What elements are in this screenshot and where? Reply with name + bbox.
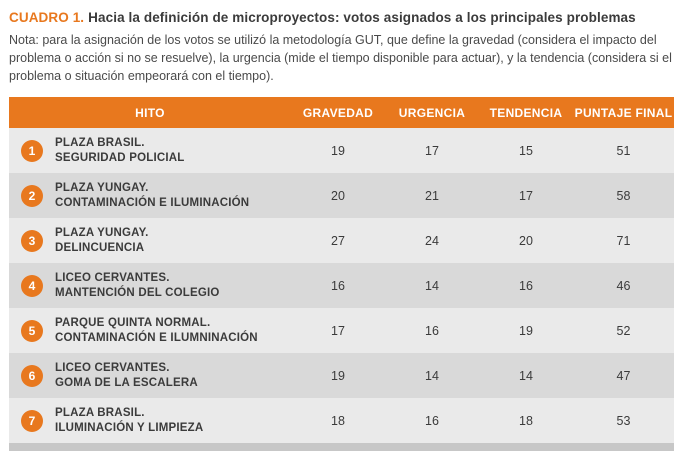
puntaje-value: 46: [616, 278, 631, 293]
table-row: 1 PLAZA BRASIL. SEGURIDAD POLICIAL 19 17 15 51: [9, 128, 674, 174]
table-row: 6 LICEO CERVANTES. GOMA DE LA ESCALERA 19 14…: [9, 353, 674, 399]
hito-label: PLAZA BRASIL. ILUMINACIÓN Y LIMPIEZA: [55, 406, 204, 434]
header-tendencia: TENDENCIA: [489, 105, 563, 120]
hito-label: PLAZA BRASIL. SEGURIDAD POLICIAL: [55, 136, 185, 164]
row-number-badge: 4: [21, 274, 43, 297]
hito-cell: 3 PLAZA YUNGAY. DELINCUENCIA: [9, 226, 291, 256]
hito-cell: 7 PLAZA BRASIL. ILUMINACIÓN Y LIMPIEZA: [9, 406, 291, 436]
cuadro-title-text: Hacia la definición de microproyectos: v…: [88, 10, 636, 25]
tendencia-value: 19: [519, 323, 533, 338]
gravedad-value: 27: [331, 233, 345, 248]
urgencia-value: 16: [425, 323, 439, 338]
tendencia-value: 15: [519, 143, 533, 158]
row-number-badge: 6: [21, 364, 43, 387]
cuadro-label: CUADRO 1.: [9, 10, 85, 25]
header-urgencia: URGENCIA: [398, 105, 466, 120]
hito-cell: 5 PARQUE QUINTA NORMAL. CONTAMINACIÓN E IL…: [9, 316, 291, 346]
row-number-badge: 2: [21, 184, 43, 207]
row-number-badge: 5: [21, 319, 43, 342]
puntaje-value: 58: [616, 188, 631, 203]
header-puntaje-final: PUNTAJE FINAL: [574, 105, 673, 120]
table-row: 2 PLAZA YUNGAY. CONTAMINACIÓN E ILUMINACIÓ…: [9, 173, 674, 219]
puntaje-value: 51: [616, 143, 631, 158]
puntaje-value: 47: [616, 368, 631, 383]
tendencia-value: 18: [519, 413, 533, 428]
puntaje-value: 53: [616, 413, 631, 428]
row-number-badge: 7: [21, 409, 43, 432]
tendencia-value: 20: [519, 233, 533, 248]
gravedad-value: 17: [331, 323, 345, 338]
votes-table: HITO GRAVEDAD URGENCIA TENDENCIA PUNTAJE…: [9, 97, 674, 452]
urgencia-value: 16: [425, 413, 439, 428]
table-row: 4 LICEO CERVANTES. MANTENCIÓN DEL COLEGIO 1…: [9, 263, 674, 309]
urgencia-value: 17: [425, 143, 439, 158]
gravedad-value: 18: [331, 413, 345, 428]
table-footer-bar: [9, 443, 674, 452]
table-header-row: HITO GRAVEDAD URGENCIA TENDENCIA PUNTAJE…: [9, 97, 674, 129]
header-hito: HITO: [135, 105, 165, 120]
hito-cell: 4 LICEO CERVANTES. MANTENCIÓN DEL COLEGIO: [9, 271, 291, 301]
tendencia-value: 14: [519, 368, 533, 383]
page-title: CUADRO 1. Hacia la definición de micropro…: [9, 10, 674, 25]
hito-cell: 2 PLAZA YUNGAY. CONTAMINACIÓN E ILUMINACIÓ…: [9, 181, 291, 211]
row-number-badge: 1: [21, 139, 43, 162]
table-row: 3 PLAZA YUNGAY. DELINCUENCIA 27 24 20 71: [9, 218, 674, 264]
hito-cell: 1 PLAZA BRASIL. SEGURIDAD POLICIAL: [9, 136, 291, 166]
table-body: 1 PLAZA BRASIL. SEGURIDAD POLICIAL 19 17 15 51…: [9, 128, 674, 444]
puntaje-value: 52: [616, 323, 631, 338]
row-number-badge: 3: [21, 229, 43, 252]
gravedad-value: 16: [331, 278, 345, 293]
table-row: 5 PARQUE QUINTA NORMAL. CONTAMINACIÓN E IL…: [9, 308, 674, 354]
puntaje-value: 71: [616, 233, 631, 248]
urgencia-value: 14: [425, 278, 439, 293]
methodology-note: Nota: para la asignación de los votos se…: [9, 33, 672, 83]
gravedad-value: 20: [331, 188, 345, 203]
urgencia-value: 21: [425, 188, 439, 203]
tendencia-value: 16: [519, 278, 533, 293]
urgencia-value: 14: [425, 368, 439, 383]
tendencia-value: 17: [519, 188, 533, 203]
hito-cell: 6 LICEO CERVANTES. GOMA DE LA ESCALERA: [9, 361, 291, 391]
hito-label: PLAZA YUNGAY. DELINCUENCIA: [55, 226, 149, 254]
hito-label: PLAZA YUNGAY. CONTAMINACIÓN E ILUMINACIÓN: [55, 181, 250, 209]
table-row: 7 PLAZA BRASIL. ILUMINACIÓN Y LIMPIEZA 18 16…: [9, 398, 674, 444]
gravedad-value: 19: [331, 368, 345, 383]
gravedad-value: 19: [331, 143, 345, 158]
header-gravedad: GRAVEDAD: [302, 105, 374, 120]
urgencia-value: 24: [425, 233, 439, 248]
hito-label: LICEO CERVANTES. MANTENCIÓN DEL COLEGIO: [55, 271, 220, 299]
hito-label: PARQUE QUINTA NORMAL. CONTAMINACIÓN E ILU…: [55, 316, 258, 344]
hito-label: LICEO CERVANTES. GOMA DE LA ESCALERA: [55, 361, 198, 389]
